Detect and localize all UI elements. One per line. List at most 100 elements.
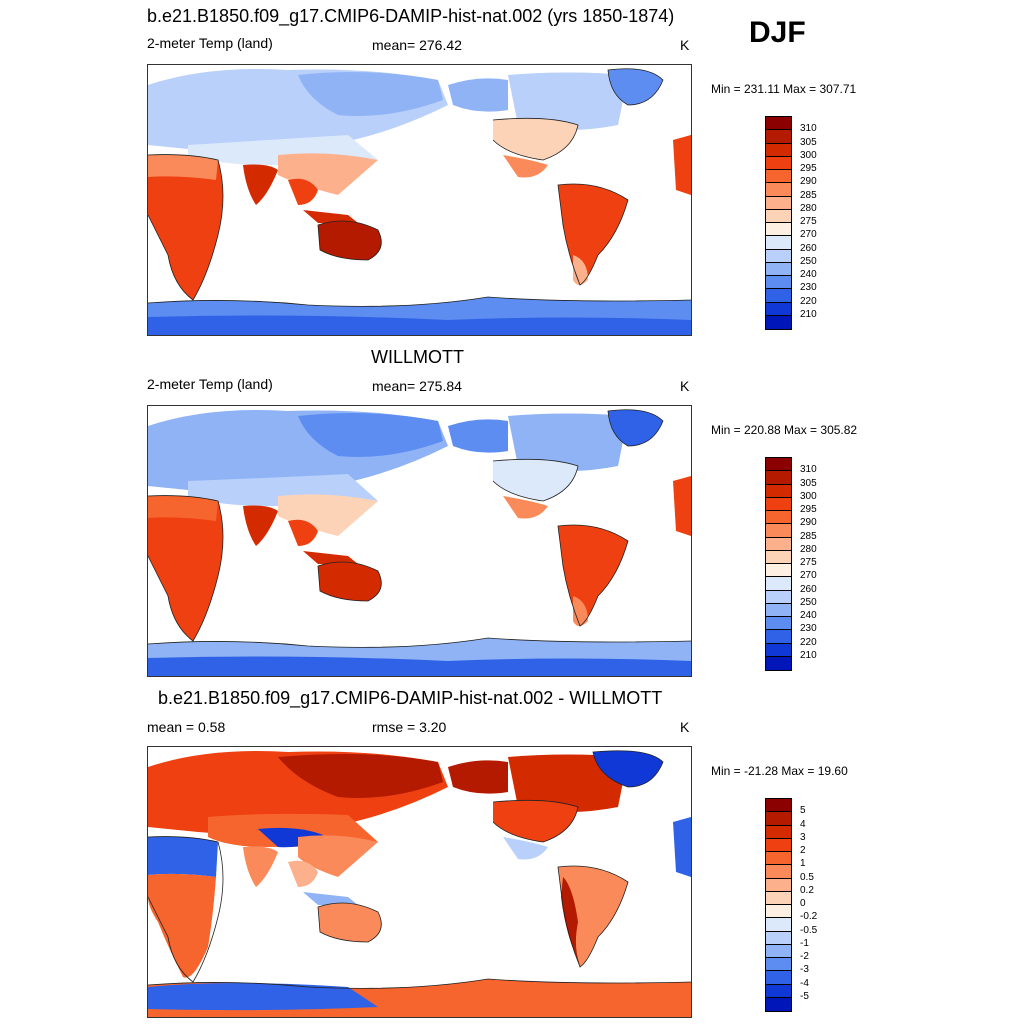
season-label: DJF (749, 16, 806, 49)
colorbar-tick-label: 275 (800, 557, 817, 568)
south-america (558, 525, 628, 626)
panel-1-variable-label: 2-meter Temp (land) (147, 35, 273, 51)
colorbar-tick-label: 1 (800, 858, 806, 870)
panel-3-colorbar (765, 798, 792, 1012)
antarctica-inner (148, 656, 691, 676)
colorbar-swatch (766, 524, 791, 538)
indonesia (303, 892, 358, 905)
panel-1-minmax-label: Min = 231.11 Max = 307.71 (711, 82, 857, 96)
colorbar-tick-label: 300 (800, 149, 817, 161)
colorbar-tick-label: 3 (800, 831, 806, 843)
colorbar-tick-label: 240 (800, 269, 817, 280)
colorbar-tick-label: 305 (800, 477, 817, 489)
canada (508, 754, 628, 812)
colorbar-swatch (766, 170, 791, 184)
colorbar-tick-label: -0.5 (800, 924, 818, 936)
colorbar-swatch (766, 550, 791, 564)
colorbar-swatch (766, 236, 791, 250)
colorbar-swatch (766, 997, 791, 1011)
colorbar-swatch (766, 315, 791, 329)
panel-1-mean-label: mean= 276.42 (372, 37, 462, 53)
panel-1-units-label: K (680, 37, 690, 53)
india (243, 164, 278, 205)
andes (561, 877, 580, 965)
australia (318, 221, 382, 260)
panel-3-units-label: K (680, 719, 690, 735)
colorbar-swatch (766, 484, 791, 498)
greenland (608, 409, 663, 446)
colorbar-swatch (766, 958, 791, 972)
panel-3-map (147, 746, 692, 1018)
siberia (278, 753, 443, 798)
panel-3-rmse-label: rmse = 3.20 (372, 719, 447, 735)
colorbar-swatch (766, 117, 791, 131)
colorbar-tick-label: 210 (800, 649, 817, 661)
colorbar-swatch (766, 276, 791, 290)
colorbar-tick-label: 260 (800, 583, 817, 595)
alaska (448, 78, 508, 112)
colorbar-swatch (766, 156, 791, 170)
mexico (503, 496, 548, 519)
colorbar-swatch (766, 812, 791, 826)
colorbar-tick-label: 250 (800, 255, 817, 267)
mexico (503, 837, 548, 860)
africa (148, 873, 216, 978)
colorbar-swatch (766, 196, 791, 210)
colorbar-tick-label: -2 (800, 951, 809, 962)
colorbar-swatch (766, 183, 791, 197)
se-asia (288, 178, 318, 205)
colorbar-swatch (766, 603, 791, 617)
colorbar-swatch (766, 223, 791, 237)
australia (318, 562, 382, 601)
panel-3-minmax-label: Min = -21.28 Max = 19.60 (711, 764, 848, 778)
colorbar-tick-label: 230 (800, 282, 817, 294)
se-asia (288, 519, 318, 546)
colorbar-tick-label: 260 (800, 242, 817, 254)
colorbar-swatch (766, 617, 791, 631)
north-africa (148, 154, 218, 180)
colorbar-swatch (766, 905, 791, 919)
colorbar-tick-label: -4 (800, 977, 809, 989)
antarctica-inner (148, 315, 691, 335)
colorbar-tick-label: -0.2 (800, 911, 818, 923)
colorbar-swatch (766, 656, 791, 670)
colorbar-tick-label: 220 (800, 636, 817, 648)
colorbar-swatch (766, 537, 791, 551)
colorbar-tick-label: 0 (800, 898, 806, 909)
africa (148, 154, 223, 300)
siberia (298, 71, 443, 116)
colorbar-swatch (766, 564, 791, 578)
colorbar-tick-label: -3 (800, 964, 809, 976)
panel-2-colorbar (765, 457, 792, 671)
colorbar-swatch (766, 799, 791, 813)
colorbar-swatch (766, 262, 791, 276)
colorbar-swatch (766, 209, 791, 223)
colorbar-tick-label: 285 (800, 530, 817, 542)
colorbar-tick-label: 230 (800, 623, 817, 635)
colorbar-swatch (766, 302, 791, 316)
colorbar-tick-label: 250 (800, 596, 817, 608)
usa (493, 459, 578, 501)
colorbar-tick-label: 280 (800, 202, 817, 214)
colorbar-tick-label: 290 (800, 517, 817, 529)
colorbar-tick-label: 295 (800, 163, 817, 174)
mexico (503, 155, 548, 178)
colorbar-tick-label: 270 (800, 229, 817, 241)
greenland (593, 750, 663, 787)
colorbar-swatch (766, 918, 791, 932)
colorbar-tick-label: 280 (800, 543, 817, 555)
colorbar-swatch (766, 143, 791, 157)
indonesia (303, 551, 358, 564)
alaska (448, 419, 508, 453)
panel-2-map (147, 405, 692, 677)
colorbar-tick-label: 275 (800, 216, 817, 227)
colorbar-tick-label: 305 (800, 136, 817, 148)
colorbar-swatch (766, 471, 791, 485)
africa (148, 495, 223, 641)
colorbar-tick-label: 290 (800, 176, 817, 188)
colorbar-tick-label: 0.5 (800, 871, 814, 883)
usa (493, 800, 578, 842)
indonesia (303, 210, 358, 223)
panel-1-map (147, 64, 692, 336)
colorbar-tick-label: 220 (800, 295, 817, 307)
